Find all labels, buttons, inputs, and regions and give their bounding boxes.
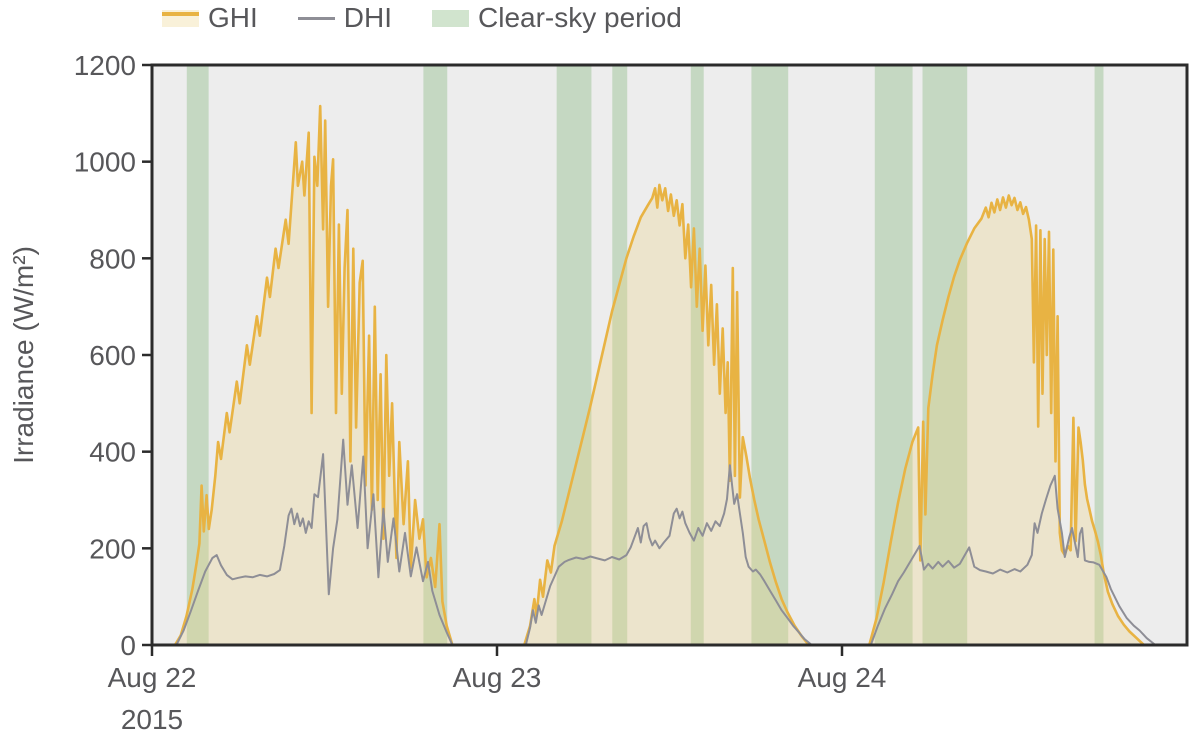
axes-border	[150, 63, 1189, 647]
legend-label-ghi: GHI	[208, 2, 258, 33]
clear-sky-band	[922, 65, 968, 645]
legend-item-dhi: DHI	[297, 2, 393, 33]
chart-legend: GHI DHI Clear-sky period	[162, 4, 682, 32]
legend-label-clear-sky: Clear-sky period	[478, 2, 682, 33]
ghi-line-swatch	[162, 12, 199, 16]
y-tick-label: 400	[89, 437, 136, 468]
clear-sky-band	[690, 65, 704, 645]
y-tick-label: 200	[89, 533, 136, 564]
dhi-legend-swatch-icon	[297, 7, 335, 29]
clear-sky-fill-swatch	[432, 10, 470, 27]
dhi-line-swatch	[297, 17, 335, 20]
y-axis-label: Irradiance (W/m²)	[8, 246, 39, 464]
clear-sky-band	[556, 65, 592, 645]
y-tick-label: 800	[89, 243, 136, 274]
y-tick-label: 600	[89, 340, 136, 371]
x-tick-label: Aug 24	[798, 662, 887, 693]
ghi-legend-swatch-icon	[162, 7, 199, 29]
legend-item-clear-sky: Clear-sky period	[432, 4, 682, 32]
ghi-line	[152, 104, 1187, 647]
ghi-area	[152, 106, 1187, 646]
y-tick-label: 0	[120, 630, 136, 661]
x-tick-label: Aug 23	[453, 662, 542, 693]
legend-item-ghi: GHI	[162, 4, 258, 32]
y-tick-label: 1200	[74, 50, 136, 81]
dhi-line	[152, 438, 1187, 646]
clear-sky-band	[1094, 65, 1104, 645]
y-tick-label: 1000	[74, 147, 136, 178]
clear-sky-band	[874, 65, 913, 645]
clear-sky-band	[423, 65, 448, 645]
x-tick-year-label: 2015	[121, 704, 183, 735]
legend-label-dhi: DHI	[343, 2, 393, 33]
x-tick-label: Aug 22	[108, 662, 197, 693]
clear-sky-band	[612, 65, 628, 645]
clear-sky-band	[751, 65, 789, 645]
clear-sky-legend-swatch-icon	[432, 7, 470, 29]
